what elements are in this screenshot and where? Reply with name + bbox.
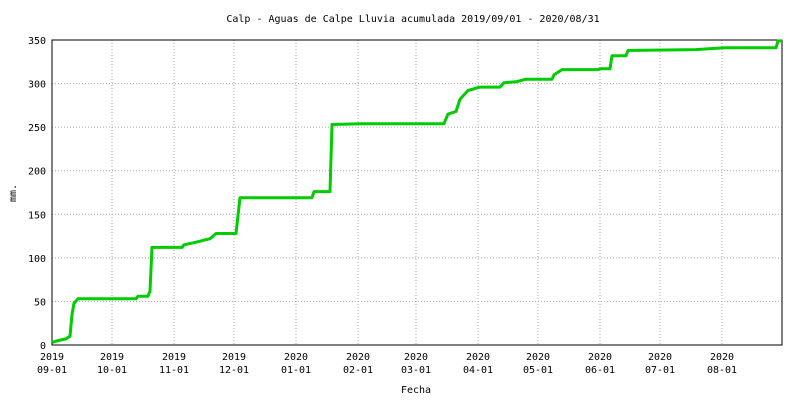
x-tick-label: 04-01	[463, 365, 493, 376]
x-tick-label: 2020	[648, 352, 672, 363]
x-tick-label: 2019	[100, 352, 124, 363]
x-tick-label: 2019	[162, 352, 186, 363]
x-tick-label: 06-01	[585, 365, 615, 376]
plot-frame	[51, 39, 783, 346]
x-tick-label: 05-01	[523, 365, 553, 376]
y-tick-label: 250	[28, 123, 46, 134]
x-tick-label: 2019	[222, 352, 246, 363]
y-axis-label: mm.	[8, 184, 19, 202]
y-tick-label: 50	[34, 297, 46, 308]
x-tick-label: 02-01	[343, 365, 373, 376]
chart-title: Calp - Aguas de Calpe Lluvia acumulada 2…	[226, 14, 599, 25]
x-tick-label: 10-01	[97, 365, 127, 376]
x-tick-label: 09-01	[37, 365, 67, 376]
x-tick-label: 03-01	[401, 365, 431, 376]
x-tick-label: 2020	[526, 352, 550, 363]
x-tick-label: 07-01	[645, 365, 675, 376]
x-tick-label: 2020	[710, 352, 734, 363]
x-tick-label: 2020	[284, 352, 308, 363]
x-tick-label: 08-01	[707, 365, 737, 376]
y-tick-label: 0	[40, 341, 46, 352]
x-tick-label: 2020	[346, 352, 370, 363]
y-tick-label: 300	[28, 80, 46, 91]
x-axis-label: Fecha	[401, 385, 431, 396]
x-tick-label: 2019	[40, 352, 64, 363]
y-tick-label: 350	[28, 36, 46, 47]
x-tick-label: 12-01	[219, 365, 249, 376]
x-tick-label: 11-01	[159, 365, 189, 376]
y-tick-label: 100	[28, 254, 46, 265]
x-tick-label: 01-01	[281, 365, 311, 376]
x-tick-label: 2020	[466, 352, 490, 363]
x-tick-label: 2020	[588, 352, 612, 363]
y-tick-label: 200	[28, 167, 46, 178]
y-tick-label: 150	[28, 210, 46, 221]
x-tick-label: 2020	[404, 352, 428, 363]
line	[51, 39, 782, 344]
